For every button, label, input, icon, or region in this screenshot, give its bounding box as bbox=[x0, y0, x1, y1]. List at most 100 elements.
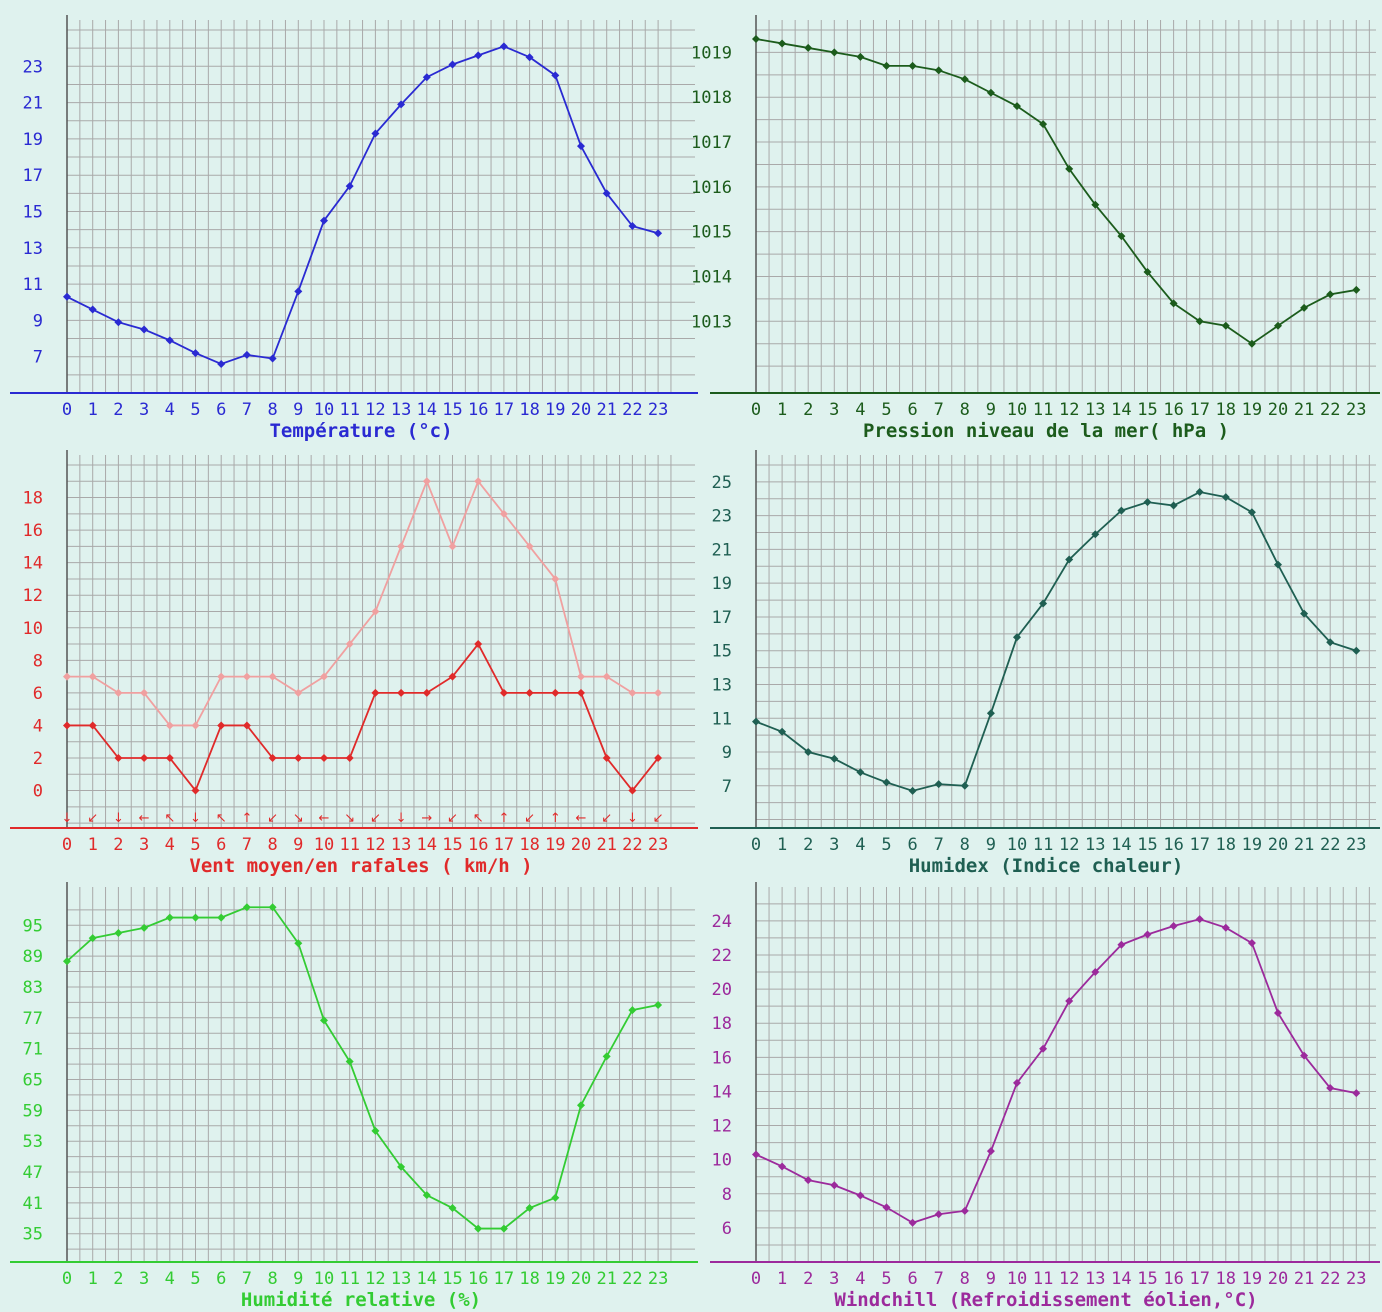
x-tick-label: 8 bbox=[267, 400, 277, 420]
data-point bbox=[1195, 317, 1204, 326]
x-tick-label: 9 bbox=[293, 835, 303, 855]
data-point bbox=[577, 142, 585, 151]
data-point bbox=[804, 748, 813, 757]
y-tick-label: 25 bbox=[712, 473, 732, 493]
wind-direction-arrow: ↓ bbox=[396, 811, 407, 826]
x-tick-label: 6 bbox=[907, 835, 917, 855]
wind-direction-arrow: → bbox=[421, 811, 432, 826]
x-tick-label: 21 bbox=[596, 835, 616, 855]
chart-title: Vent moyen/en rafales ( km/h ) bbox=[189, 855, 532, 877]
data-point bbox=[474, 640, 483, 649]
y-tick-label: 59 bbox=[23, 1101, 43, 1121]
x-tick-label: 23 bbox=[1346, 400, 1366, 420]
wind-direction-arrow: ↙ bbox=[653, 811, 664, 826]
y-tick-label: 11 bbox=[712, 709, 732, 729]
series-line bbox=[66, 45, 659, 365]
data-point bbox=[908, 786, 917, 795]
data-point bbox=[577, 672, 585, 681]
x-tick-label: 17 bbox=[1189, 1269, 1209, 1289]
x-tick-label: 17 bbox=[1189, 400, 1209, 420]
data-point bbox=[551, 688, 560, 697]
data-point bbox=[371, 688, 380, 697]
x-tick-label: 6 bbox=[216, 1269, 226, 1289]
data-point bbox=[934, 780, 943, 789]
data-point bbox=[242, 672, 251, 681]
data-point bbox=[1091, 200, 1100, 209]
data-point bbox=[986, 709, 995, 718]
x-tick-label: 4 bbox=[165, 1269, 175, 1289]
y-tick-label: 1013 bbox=[691, 312, 732, 332]
data-point bbox=[1013, 102, 1021, 111]
data-point bbox=[1143, 930, 1152, 939]
x-tick-label: 21 bbox=[1294, 400, 1314, 420]
data-point bbox=[778, 39, 787, 48]
data-point bbox=[320, 1016, 328, 1025]
data-point bbox=[1169, 299, 1178, 308]
data-point bbox=[345, 182, 354, 191]
x-tick-label: 3 bbox=[139, 835, 149, 855]
x-tick-label: 2 bbox=[113, 1269, 123, 1289]
y-tick-label: 35 bbox=[23, 1225, 43, 1245]
y-tick-label: 21 bbox=[23, 94, 43, 114]
x-tick-label: 3 bbox=[139, 1269, 149, 1289]
data-point bbox=[114, 928, 123, 937]
data-point bbox=[654, 688, 663, 697]
chart-title: Température (°c) bbox=[269, 420, 452, 442]
data-point bbox=[1013, 1078, 1021, 1087]
data-point bbox=[165, 336, 174, 345]
y-tick-label: 19 bbox=[712, 574, 732, 594]
x-tick-label: 12 bbox=[1059, 400, 1079, 420]
data-point bbox=[960, 75, 969, 84]
data-point bbox=[114, 688, 123, 697]
data-point bbox=[628, 688, 637, 697]
x-tick-label: 12 bbox=[1059, 1269, 1079, 1289]
x-tick-label: 8 bbox=[960, 400, 970, 420]
x-tick-label: 8 bbox=[267, 1269, 277, 1289]
x-tick-label: 5 bbox=[881, 1269, 891, 1289]
x-tick-label: 6 bbox=[907, 400, 917, 420]
x-tick-label: 10 bbox=[1007, 400, 1027, 420]
x-tick-label: 18 bbox=[1216, 400, 1236, 420]
data-point bbox=[1195, 488, 1204, 497]
wind-direction-arrow: ↓ bbox=[190, 811, 201, 826]
y-tick-label: 89 bbox=[23, 947, 43, 967]
x-tick-label: 21 bbox=[596, 400, 616, 420]
data-point bbox=[422, 73, 431, 82]
x-tick-label: 15 bbox=[442, 400, 462, 420]
chart-title: Humidex (Indice chaleur) bbox=[909, 855, 1184, 877]
data-point bbox=[88, 672, 97, 681]
data-point bbox=[499, 688, 508, 697]
x-tick-label: 9 bbox=[986, 400, 996, 420]
data-point bbox=[63, 957, 71, 966]
series-line bbox=[66, 906, 659, 1230]
x-tick-label: 19 bbox=[1242, 400, 1262, 420]
wind-direction-arrow: ↙ bbox=[524, 811, 535, 826]
x-tick-label: 0 bbox=[751, 1269, 761, 1289]
y-tick-label: 12 bbox=[712, 1117, 732, 1137]
x-tick-label: 3 bbox=[829, 835, 839, 855]
data-point bbox=[294, 754, 303, 763]
x-tick-label: 2 bbox=[113, 400, 123, 420]
x-tick-label: 20 bbox=[1268, 400, 1288, 420]
y-tick-label: 10 bbox=[712, 1151, 732, 1171]
wind-direction-arrow: ↙ bbox=[370, 811, 381, 826]
y-tick-label: 20 bbox=[712, 980, 732, 1000]
data-point bbox=[1300, 303, 1309, 312]
data-point bbox=[63, 292, 71, 301]
x-tick-label: 3 bbox=[829, 1269, 839, 1289]
x-tick-label: 3 bbox=[829, 400, 839, 420]
data-point bbox=[525, 53, 534, 62]
data-point bbox=[1169, 501, 1178, 510]
data-point bbox=[654, 1000, 663, 1009]
data-point bbox=[165, 721, 174, 730]
data-point bbox=[268, 754, 277, 763]
x-tick-label: 2 bbox=[803, 400, 813, 420]
data-point bbox=[422, 1191, 431, 1200]
x-tick-label: 22 bbox=[1320, 1269, 1340, 1289]
y-tick-label: 18 bbox=[712, 1014, 732, 1034]
wind-direction-arrow: ← bbox=[139, 811, 150, 826]
data-point bbox=[856, 52, 865, 61]
